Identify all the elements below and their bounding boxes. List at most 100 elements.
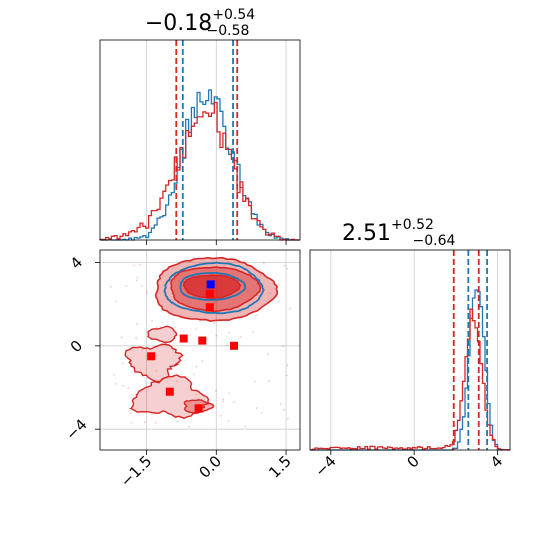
- y-tick-label: 0: [67, 337, 86, 356]
- sample-point: [122, 362, 124, 365]
- sample-point: [141, 348, 144, 351]
- sample-point: [114, 382, 117, 385]
- sample-point: [289, 307, 292, 310]
- x-tick-label: 1.5: [265, 452, 295, 482]
- sample-point: [112, 374, 115, 376]
- sample-point: [255, 407, 258, 409]
- sample-point: [269, 292, 272, 295]
- x-tick-label: 0: [404, 452, 423, 471]
- x-tick-label: −1.5: [117, 452, 155, 490]
- top-panel-title: −0.18+0.54 −0.58: [145, 7, 255, 39]
- sample-point: [286, 364, 289, 367]
- blue-square-marker: [206, 280, 215, 289]
- sample-point: [139, 263, 141, 266]
- sample-point: [219, 414, 222, 417]
- sample-point: [130, 422, 133, 424]
- blue-contour-inner: [179, 272, 247, 301]
- sample-point: [215, 334, 218, 337]
- sample-point: [222, 398, 225, 401]
- sample-point: [278, 300, 280, 303]
- red-square-marker: [205, 289, 214, 298]
- sample-point: [279, 403, 282, 405]
- red-square-marker: [205, 303, 214, 312]
- top-title-upper: +0.54: [212, 7, 255, 23]
- top-histogram-series-red: [99, 101, 300, 241]
- sample-point: [140, 285, 143, 287]
- sample-point: [122, 385, 125, 387]
- sample-point: [228, 331, 231, 334]
- red-square-marker: [230, 341, 238, 350]
- sample-point: [166, 377, 169, 380]
- sample-point: [154, 421, 157, 424]
- sample-point: [176, 420, 179, 423]
- sample-point: [195, 393, 198, 396]
- sample-point: [135, 336, 138, 339]
- blue-contour-outer: [163, 261, 265, 315]
- sample-point: [222, 400, 225, 403]
- sample-point: [228, 392, 231, 395]
- x-tick-label: 0.0: [196, 452, 226, 482]
- joint-contour-panel: −1.5 0.0 1.5 4 0 −4: [62, 249, 301, 491]
- sample-point: [156, 326, 159, 329]
- red-square-marker: [179, 334, 188, 343]
- sample-point: [213, 321, 216, 324]
- sample-point: [125, 285, 128, 287]
- sample-point: [244, 425, 247, 428]
- sample-point: [266, 353, 269, 356]
- y-tick-label: 4: [67, 253, 86, 272]
- right-title-upper: +0.52: [391, 217, 434, 233]
- sample-point: [143, 421, 146, 424]
- sample-point: [192, 373, 195, 376]
- sample-point: [233, 400, 236, 403]
- sample-point: [255, 314, 258, 317]
- right-title-lower: −0.64: [413, 233, 456, 249]
- red-square-marker: [165, 387, 174, 396]
- sample-point: [129, 412, 132, 415]
- red-square-marker: [198, 336, 207, 345]
- sample-point: [226, 344, 228, 347]
- sample-point: [201, 360, 204, 362]
- top-title-lower: −0.58: [207, 23, 250, 39]
- sample-point: [146, 290, 148, 293]
- red-contour-outer: [124, 343, 184, 383]
- sample-point: [195, 365, 198, 368]
- sample-point: [215, 389, 217, 392]
- red-square-marker: [194, 404, 203, 413]
- top-title-value: −0.18: [145, 11, 212, 36]
- sample-point: [281, 345, 284, 348]
- sample-point: [285, 374, 288, 377]
- sample-point: [135, 279, 138, 282]
- sample-point: [195, 328, 198, 331]
- sample-point: [260, 412, 263, 414]
- sample-point: [109, 285, 112, 288]
- sample-point: [155, 369, 158, 372]
- sample-point: [263, 261, 265, 264]
- sample-point: [151, 319, 154, 322]
- y-tick-label: −4: [62, 415, 90, 443]
- red-contour-outer: [147, 325, 178, 344]
- sample-point: [286, 417, 289, 420]
- sample-point: [146, 293, 149, 295]
- sample-point: [268, 380, 270, 383]
- sample-point: [188, 425, 190, 428]
- sample-point: [161, 321, 164, 324]
- x-tick-label: −4: [311, 452, 339, 480]
- sample-point: [260, 274, 262, 277]
- sample-point: [283, 408, 285, 411]
- sample-point: [115, 300, 118, 303]
- right-histogram-series-red: [310, 308, 510, 451]
- sample-point: [178, 279, 181, 282]
- sample-point: [176, 380, 179, 382]
- sample-point: [227, 420, 230, 422]
- sample-point: [286, 267, 289, 270]
- sample-point: [199, 320, 202, 322]
- sample-point: [276, 283, 278, 286]
- sample-point: [253, 380, 256, 383]
- sample-point: [135, 322, 138, 325]
- sample-point: [120, 336, 123, 339]
- sample-point: [155, 355, 158, 357]
- sample-point: [136, 276, 139, 279]
- sample-point: [239, 336, 242, 338]
- top-marginal-histogram-panel: −0.18+0.54 −0.58: [99, 7, 301, 245]
